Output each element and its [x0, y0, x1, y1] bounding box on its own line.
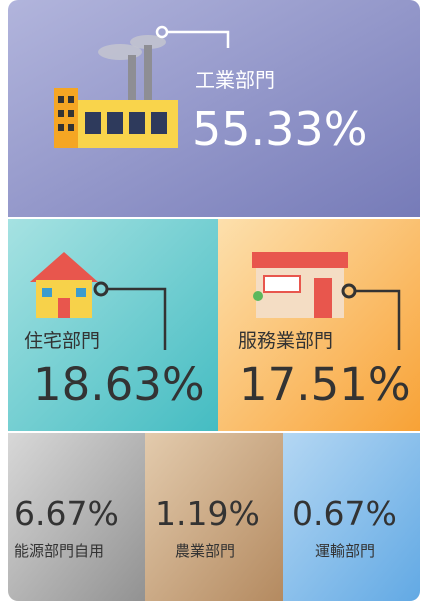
tile-energy [8, 432, 145, 601]
tile-label: 運輸部門 [315, 542, 375, 560]
tile-value: 0.67% [292, 494, 397, 533]
tile-residential [8, 218, 218, 432]
tile-value: 17.51% [239, 358, 411, 411]
tile-value: 1.19% [155, 494, 260, 533]
tile-label: 能源部門自用 [14, 542, 104, 560]
tile-value: 6.67% [14, 494, 119, 533]
tile-value: 18.63% [33, 358, 205, 411]
tile-label: 服務業部門 [238, 330, 333, 352]
factory-icon [54, 25, 230, 148]
tile-transport [283, 432, 420, 601]
tile-label: 工業部門 [195, 68, 275, 92]
shop-icon [252, 252, 401, 350]
tile-agriculture [145, 432, 283, 601]
tiles [8, 0, 420, 601]
tile-label: 農業部門 [175, 542, 235, 560]
tile-value: 55.33% [192, 102, 367, 156]
house-icon [30, 252, 167, 350]
tile-label: 住宅部門 [24, 330, 100, 352]
